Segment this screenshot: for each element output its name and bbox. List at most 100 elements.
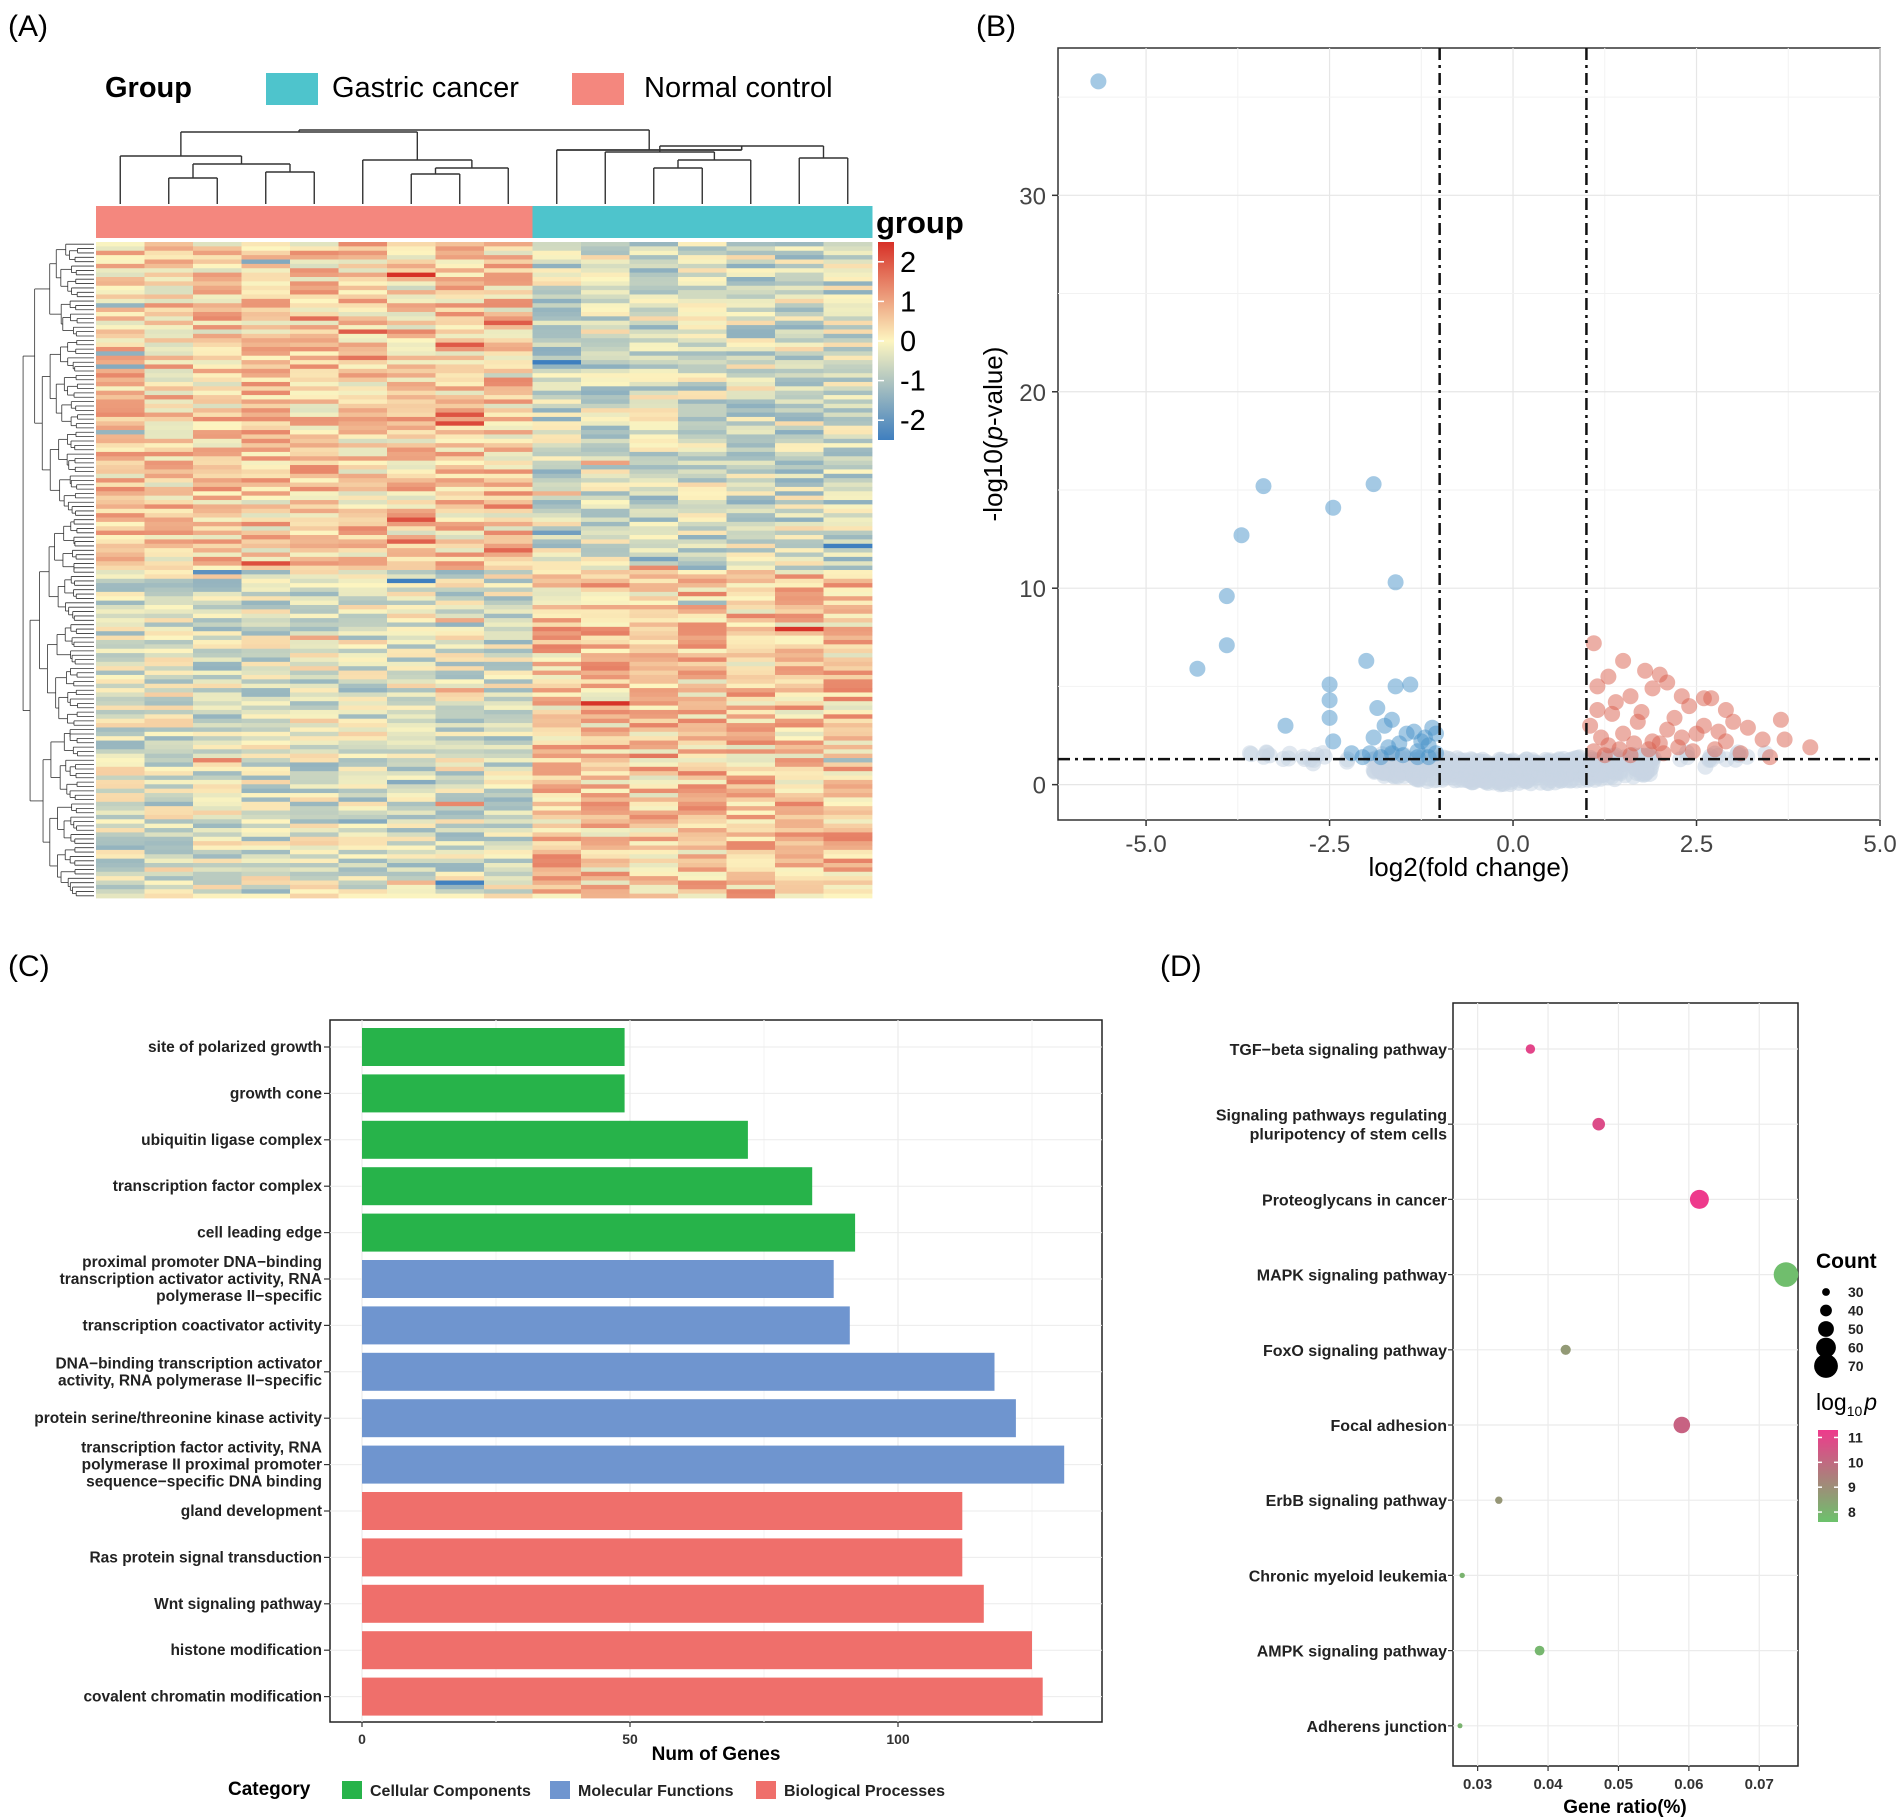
heatmap-cell: [726, 491, 776, 497]
heatmap-cell: [290, 403, 339, 409]
heatmap-cell: [435, 403, 485, 409]
heatmap-cell: [775, 443, 824, 448]
heatmap-cell: [532, 626, 582, 632]
heatmap-cell: [290, 307, 339, 313]
heatmap-cell: [144, 539, 194, 545]
heatmap-cell: [193, 849, 242, 855]
heatmap-cell: [581, 727, 630, 733]
volcano-point-up: [1622, 688, 1639, 705]
heatmap-cell: [144, 386, 194, 392]
heatmap-cell: [726, 561, 776, 567]
heatmap-cell: [678, 250, 727, 256]
heatmap-cell: [629, 727, 679, 733]
heatmap-cell: [241, 596, 291, 602]
heatmap-cell: [532, 758, 582, 763]
heatmap-cell: [241, 368, 291, 374]
x-tick-label: 0.06: [1674, 1776, 1703, 1793]
heatmap-cell: [435, 596, 485, 602]
heatmap-cell: [387, 460, 436, 466]
heatmap-cell: [823, 548, 873, 553]
heatmap-cell: [726, 434, 776, 440]
x-tick-label: 0: [358, 1731, 366, 1747]
heatmap-cell: [823, 570, 873, 575]
group-annotation-cell: [581, 206, 630, 238]
heatmap-cell: [241, 386, 291, 392]
heatmap-cell: [775, 600, 824, 606]
heatmap-cell: [290, 631, 339, 636]
heatmap-cell: [387, 753, 436, 759]
heatmap-cell: [435, 849, 485, 855]
heatmap-cell: [726, 622, 776, 628]
heatmap-cell: [629, 373, 679, 378]
heatmap-cell: [532, 797, 582, 803]
heatmap-cell: [241, 259, 291, 265]
heatmap-cell: [241, 609, 291, 615]
heatmap-cell: [435, 709, 485, 715]
heatmap-cell: [96, 316, 145, 322]
heatmap-cell: [193, 408, 242, 413]
heatmap-cell: [290, 731, 339, 737]
heatmap-cell: [629, 600, 679, 606]
heatmap-cell: [290, 653, 339, 658]
color-legend-label: 10: [1848, 1454, 1864, 1470]
heatmap-cell: [96, 731, 145, 737]
heatmap-cell: [532, 749, 582, 755]
heatmap-cell: [435, 399, 485, 405]
group-annotation-cell: [193, 206, 242, 238]
go-x-label: Num of Genes: [652, 1744, 781, 1765]
heatmap-cell: [823, 587, 873, 593]
heatmap-cell: [193, 517, 242, 523]
heatmap-cell: [532, 836, 582, 842]
heatmap-cell: [387, 889, 436, 895]
heatmap-cell: [823, 342, 873, 348]
heatmap-cell: [435, 430, 485, 435]
heatmap-cell: [726, 705, 776, 711]
heatmap-cell: [629, 622, 679, 628]
heatmap-cell: [144, 583, 194, 588]
heatmap-cell: [96, 368, 145, 374]
heatmap-cell: [581, 793, 630, 798]
heatmap-cell: [241, 762, 291, 768]
heatmap-cell: [484, 561, 533, 567]
heatmap-cell: [338, 622, 388, 628]
group-annotation-cell: [387, 206, 436, 238]
heatmap-cell: [435, 473, 485, 479]
heatmap-cell: [532, 736, 582, 741]
heatmap-cell: [96, 355, 145, 361]
heatmap-cell: [387, 425, 436, 431]
heatmap-cell: [678, 285, 727, 291]
heatmap-cell: [96, 325, 145, 330]
heatmap-cell: [823, 696, 873, 702]
heatmap-cell: [726, 425, 776, 431]
heatmap-cell: [484, 443, 533, 448]
heatmap-cell: [338, 465, 388, 470]
heatmap-cell: [290, 521, 339, 527]
go-legend-swatch: [342, 1781, 362, 1799]
heatmap-cell: [629, 723, 679, 728]
heatmap-cell: [144, 657, 194, 663]
volcano-point-up: [1725, 713, 1742, 730]
heatmap-cell: [435, 683, 485, 689]
heatmap-cell: [241, 460, 291, 466]
heatmap-cell: [387, 421, 436, 427]
heatmap-cell: [144, 255, 194, 260]
heatmap-cell: [581, 434, 630, 440]
volcano-point-down: [1358, 652, 1375, 669]
heatmap-cell: [387, 390, 436, 396]
heatmap-cell: [144, 779, 194, 785]
heatmap-cell: [678, 863, 727, 868]
heatmap-cell: [290, 810, 339, 816]
heatmap-cell: [241, 644, 291, 650]
heatmap-cell: [484, 692, 533, 698]
heatmap-cell: [581, 749, 630, 755]
heatmap-cell: [678, 670, 727, 676]
heatmap-cell: [581, 604, 630, 610]
heatmap-cell: [532, 771, 582, 776]
heatmap-cell: [338, 884, 388, 890]
heatmap-cell: [581, 762, 630, 768]
heatmap-cell: [144, 390, 194, 396]
heatmap-cell: [387, 416, 436, 422]
heatmap-cell: [338, 451, 388, 457]
heatmap-cell: [290, 679, 339, 685]
heatmap-cell: [144, 425, 194, 431]
